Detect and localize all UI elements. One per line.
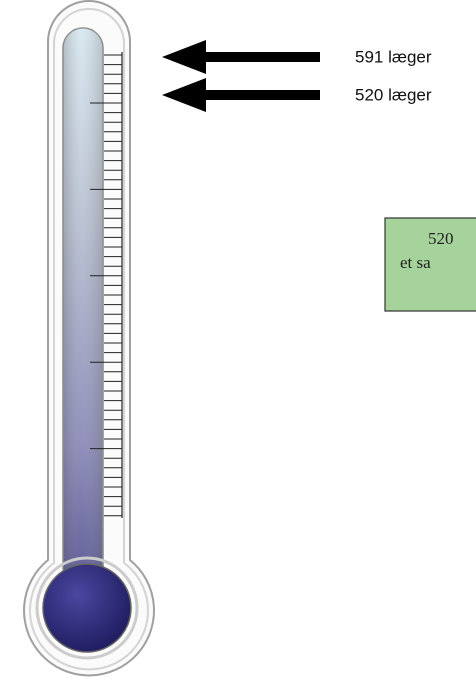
arrow-head [162, 78, 206, 112]
page: 591 læger 520 læger 520 et sa [0, 0, 476, 686]
thermometer-infographic: 591 læger 520 læger 520 et sa [0, 0, 476, 686]
glass-shine [63, 28, 103, 588]
arrow-label: 591 læger [355, 47, 432, 66]
arrow [162, 78, 320, 112]
arrow [162, 40, 320, 74]
note-line: et sa [400, 253, 431, 272]
arrow-shaft [198, 90, 320, 100]
arrow-label: 520 læger [355, 85, 432, 104]
note-line: 520 [428, 229, 454, 248]
arrow-shaft [198, 52, 320, 62]
arrow-head [162, 40, 206, 74]
bulb [43, 564, 131, 652]
